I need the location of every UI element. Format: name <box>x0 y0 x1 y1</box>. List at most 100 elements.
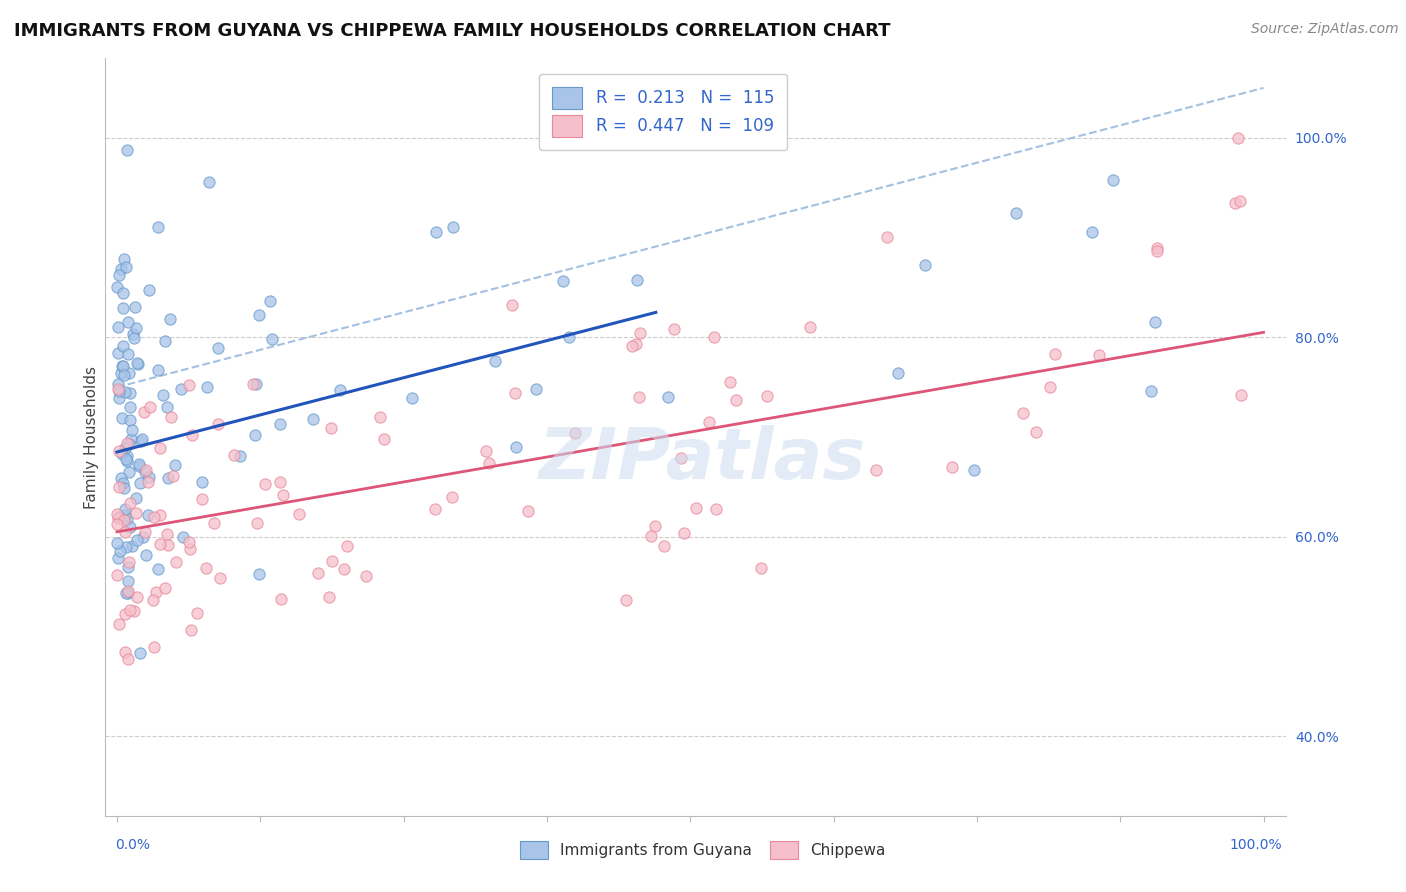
Point <box>156 400 179 414</box>
Point <box>704 501 727 516</box>
Point <box>118 603 141 617</box>
Point <box>107 383 129 397</box>
Point <box>181 428 204 442</box>
Point <box>122 604 145 618</box>
Point <box>503 385 526 400</box>
Point <box>1081 225 1104 239</box>
Point <box>136 508 159 522</box>
Point <box>673 526 696 541</box>
Point <box>551 274 574 288</box>
Point <box>142 640 165 655</box>
Point <box>128 459 150 474</box>
Point <box>160 409 183 424</box>
Point <box>242 376 264 391</box>
Point <box>114 508 136 522</box>
Point <box>191 491 214 506</box>
Point <box>121 423 143 437</box>
Point <box>270 591 292 606</box>
Point <box>153 334 176 349</box>
Point <box>172 530 194 544</box>
Point <box>662 322 685 336</box>
Point <box>1025 425 1047 439</box>
Point <box>626 273 648 287</box>
Point <box>1144 315 1167 329</box>
Point <box>132 530 155 544</box>
Point <box>115 540 138 554</box>
Point <box>1038 380 1060 394</box>
Point <box>620 339 643 353</box>
Point <box>876 230 898 244</box>
Point <box>117 437 139 451</box>
Point <box>128 457 150 471</box>
Legend: Immigrants from Guyana, Chippewa: Immigrants from Guyana, Chippewa <box>515 835 891 864</box>
Point <box>136 475 159 489</box>
Point <box>115 436 138 450</box>
Point <box>118 401 141 415</box>
Point <box>425 501 447 516</box>
Point <box>628 326 651 341</box>
Point <box>114 441 136 455</box>
Point <box>111 447 134 461</box>
Point <box>117 143 139 157</box>
Point <box>152 388 174 402</box>
Point <box>159 312 181 326</box>
Point <box>557 330 579 344</box>
Point <box>132 405 155 419</box>
Point <box>105 536 128 550</box>
Point <box>914 258 936 272</box>
Point <box>110 262 132 277</box>
Point <box>117 652 139 666</box>
Point <box>208 571 231 585</box>
Point <box>177 534 200 549</box>
Point <box>524 382 547 396</box>
Point <box>149 441 172 455</box>
Point <box>247 308 270 322</box>
Point <box>321 554 343 568</box>
Point <box>401 391 423 405</box>
Legend: R =  0.213   N =  115, R =  0.447   N =  109: R = 0.213 N = 115, R = 0.447 N = 109 <box>538 74 787 150</box>
Point <box>120 496 142 510</box>
Point <box>501 298 523 312</box>
Point <box>120 432 142 446</box>
Point <box>1101 172 1123 186</box>
Point <box>755 389 778 403</box>
Point <box>170 382 193 396</box>
Point <box>117 586 139 600</box>
Point <box>112 285 135 300</box>
Point <box>657 390 679 404</box>
Text: Source: ZipAtlas.com: Source: ZipAtlas.com <box>1251 22 1399 37</box>
Point <box>441 219 464 234</box>
Point <box>685 500 707 515</box>
Point <box>114 384 136 399</box>
Point <box>180 623 202 637</box>
Point <box>373 432 395 446</box>
Point <box>963 462 986 476</box>
Point <box>163 458 186 472</box>
Text: 100.0%: 100.0% <box>1230 838 1282 852</box>
Point <box>269 475 291 489</box>
Point <box>186 606 208 620</box>
Point <box>153 581 176 595</box>
Point <box>564 426 586 441</box>
Point <box>121 539 143 553</box>
Point <box>124 300 146 314</box>
Point <box>1088 348 1111 362</box>
Point <box>138 470 160 484</box>
Point <box>117 347 139 361</box>
Point <box>129 646 152 660</box>
Point <box>887 366 910 380</box>
Point <box>127 590 149 604</box>
Point <box>253 476 276 491</box>
Point <box>1230 388 1253 402</box>
Point <box>117 315 139 329</box>
Point <box>640 529 662 543</box>
Point <box>156 527 179 541</box>
Point <box>301 412 323 426</box>
Point <box>336 539 359 553</box>
Point <box>105 517 128 532</box>
Point <box>127 355 149 369</box>
Point <box>177 378 200 392</box>
Point <box>354 568 377 582</box>
Point <box>105 567 128 582</box>
Point <box>114 645 136 659</box>
